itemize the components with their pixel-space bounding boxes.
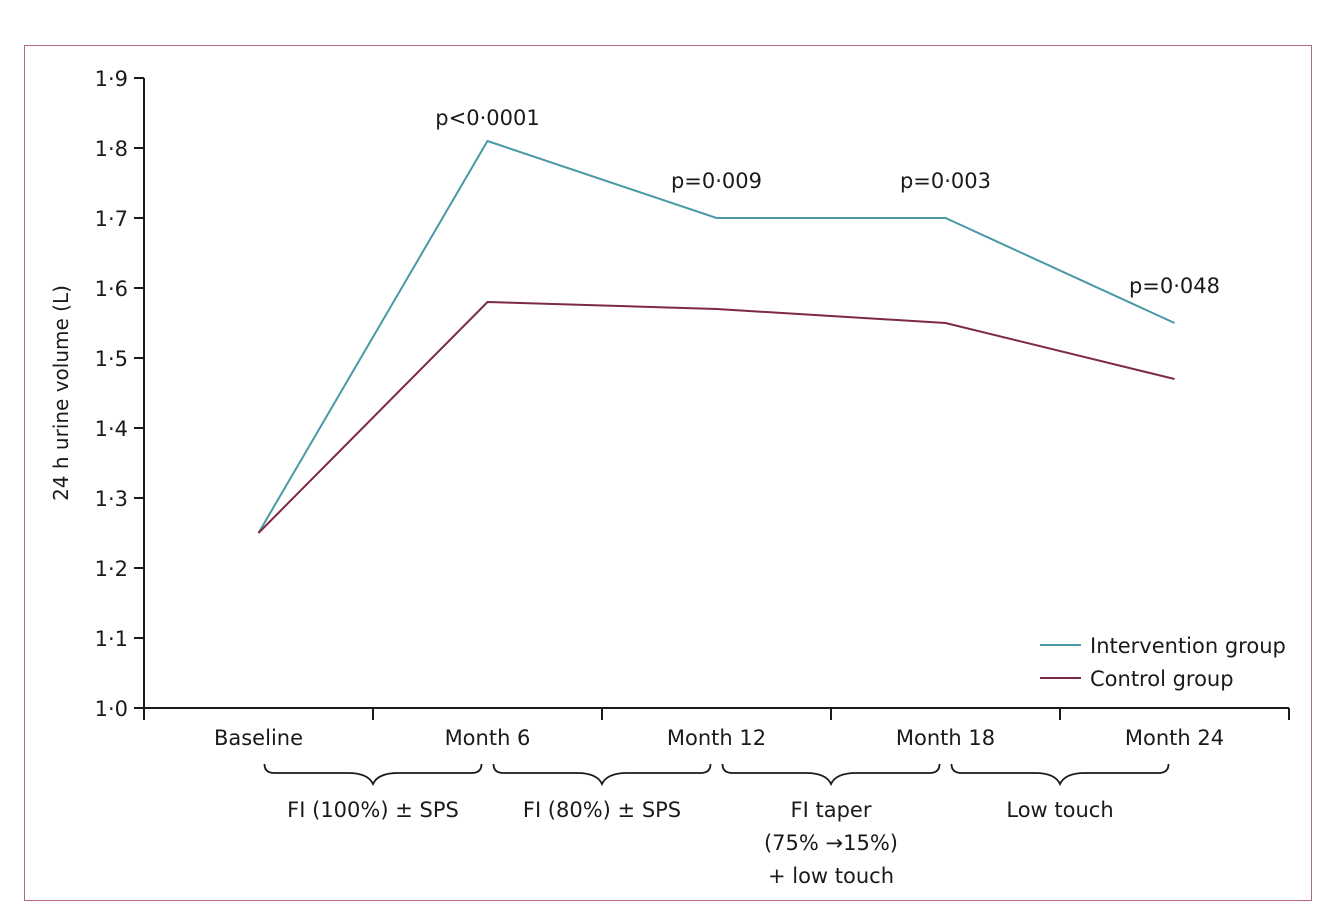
phase-brace bbox=[950, 763, 1170, 787]
x-tick-label: Month 18 bbox=[896, 726, 995, 750]
series-line-control-group bbox=[257, 300, 1175, 534]
y-tick-label: 1·8 bbox=[95, 137, 128, 161]
x-tick-label: Month 6 bbox=[445, 726, 531, 750]
y-tick-label: 1·1 bbox=[95, 627, 128, 651]
phase-brace bbox=[721, 763, 941, 787]
y-tick-label: 1·7 bbox=[95, 207, 128, 231]
p-value-annotation: p=0·009 bbox=[671, 169, 762, 193]
phase-label: + low touch bbox=[768, 864, 894, 888]
phase-brace bbox=[492, 763, 712, 787]
legend-label: Control group bbox=[1090, 667, 1234, 691]
x-tick-label: Month 12 bbox=[667, 726, 766, 750]
p-value-annotation: p=0·003 bbox=[900, 169, 991, 193]
y-tick-label: 1·4 bbox=[95, 417, 128, 441]
legend-label: Intervention group bbox=[1090, 634, 1286, 658]
y-tick-label: 1·3 bbox=[95, 487, 128, 511]
x-tick-label: Month 24 bbox=[1125, 726, 1224, 750]
phase-brace bbox=[263, 763, 483, 787]
y-tick-label: 1·9 bbox=[95, 67, 128, 91]
y-tick-label: 1·2 bbox=[95, 557, 128, 581]
phase-label: Low touch bbox=[1006, 798, 1113, 822]
series-line-intervention-group bbox=[257, 139, 1175, 534]
phase-label: FI (80%) ± SPS bbox=[523, 798, 681, 822]
p-value-annotation: p<0·0001 bbox=[435, 106, 539, 130]
x-tick-label: Baseline bbox=[214, 726, 303, 750]
phase-label: FI (100%) ± SPS bbox=[287, 798, 459, 822]
y-tick-label: 1·6 bbox=[95, 277, 128, 301]
figure-frame bbox=[24, 45, 1312, 901]
y-tick-label: 1·5 bbox=[95, 347, 128, 371]
y-tick-label: 1·0 bbox=[95, 697, 128, 721]
phase-label: FI taper bbox=[791, 798, 872, 822]
p-value-annotation: p=0·048 bbox=[1129, 274, 1220, 298]
phase-label: (75% →15%) bbox=[764, 831, 898, 855]
y-axis-label: 24 h urine volume (L) bbox=[49, 285, 73, 501]
